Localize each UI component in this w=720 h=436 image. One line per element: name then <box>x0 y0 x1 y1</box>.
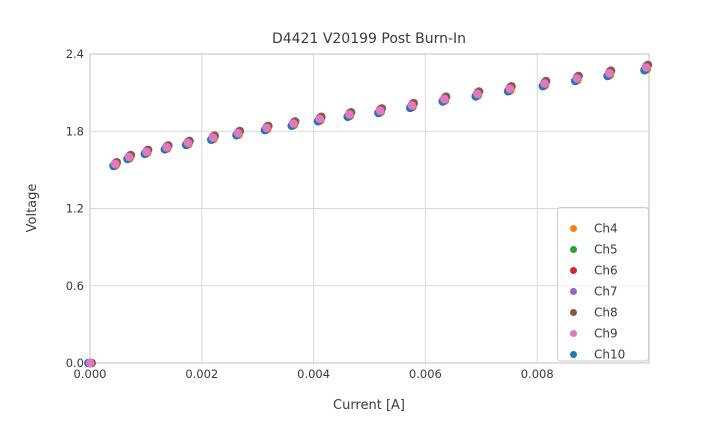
data-point-ch9 <box>233 128 243 138</box>
legend-label-ch6: Ch6 <box>594 264 618 278</box>
data-point-ch9 <box>183 138 193 148</box>
legend-marker-ch7 <box>570 288 577 295</box>
data-point-ch9 <box>572 74 582 83</box>
legend-marker-ch8 <box>570 309 577 316</box>
legend-marker-ch9 <box>570 330 577 337</box>
data-point-ch9 <box>473 89 482 99</box>
data-point-ch9 <box>345 110 354 119</box>
data-point-ch9 <box>208 133 218 142</box>
data-point-ch9 <box>289 119 298 128</box>
data-point-ch9 <box>124 152 134 162</box>
x-tick-label: 0.000 <box>74 367 107 381</box>
data-point-ch9 <box>375 106 385 115</box>
y-tick-label: 0.6 <box>66 279 84 293</box>
x-tick-label: 0.006 <box>409 367 442 381</box>
chart-title: D4421 V20199 Post Burn-In <box>272 31 466 47</box>
data-point-ch9 <box>407 101 417 110</box>
x-tick-label: 0.002 <box>185 367 218 381</box>
data-point-ch9 <box>315 114 325 124</box>
data-point-ch9 <box>262 123 271 133</box>
data-point-ch9 <box>85 358 95 368</box>
x-tick-label: 0.004 <box>297 367 330 381</box>
y-tick-label: 1.8 <box>66 124 84 138</box>
legend-label-ch9: Ch9 <box>594 327 618 341</box>
legend-marker-ch5 <box>570 246 577 253</box>
y-tick-label: 1.2 <box>66 202 84 216</box>
legend-marker-ch4 <box>570 225 577 232</box>
legend-box <box>557 207 649 362</box>
legend-marker-ch6 <box>570 267 577 274</box>
data-point-ch9 <box>142 147 151 157</box>
data-point-ch9 <box>605 69 614 78</box>
axis-ticks-layer: 0.000 0.002 0.004 0.006 0.008 0.0 0.6 1.2 1.8 2.4 <box>66 47 554 381</box>
y-axis-label: Voltage <box>25 184 40 233</box>
legend-label-ch8: Ch8 <box>594 306 618 320</box>
y-tick-label: 2.4 <box>66 47 84 61</box>
data-point-ch9 <box>540 79 549 88</box>
x-tick-label: 0.008 <box>521 367 554 381</box>
legend: Ch4 Ch5 Ch6 Ch7 Ch8 Ch9 Ch10 <box>557 207 649 362</box>
legend-marker-ch10 <box>570 351 577 358</box>
legend-label-ch5: Ch5 <box>594 243 618 257</box>
data-point-ch9 <box>505 84 515 94</box>
data-point-ch9 <box>110 159 120 169</box>
data-points-layer <box>84 60 653 368</box>
legend-label-ch7: Ch7 <box>594 285 618 299</box>
data-point-ch9 <box>162 143 171 152</box>
legend-label-ch4: Ch4 <box>594 222 618 236</box>
y-tick-label: 0.0 <box>66 356 84 370</box>
x-axis-label: Current [A] <box>333 398 405 413</box>
plot-frame <box>89 53 650 364</box>
legend-label-ch10: Ch10 <box>594 348 625 362</box>
data-point-ch9 <box>641 63 651 72</box>
grid-layer <box>89 53 650 364</box>
data-point-ch9 <box>440 94 449 104</box>
